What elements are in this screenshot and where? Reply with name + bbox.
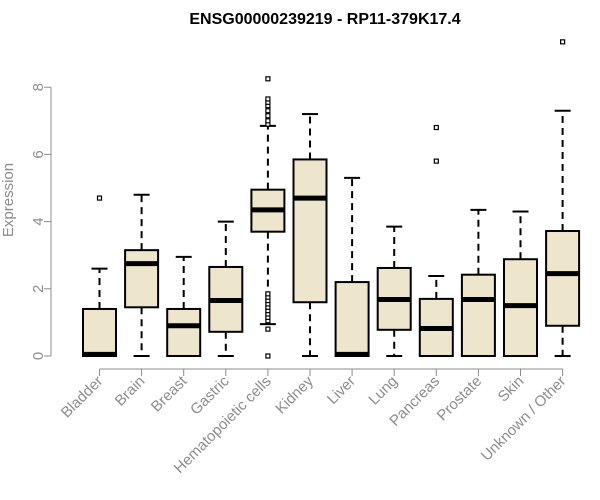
box-group-brain [124,193,160,357]
boxplot-series [82,39,581,359]
box-iqr [124,249,160,309]
box-iqr [166,307,202,357]
x-tick-label: Skin [495,373,528,406]
outlier-point [265,108,271,114]
outlier-point [433,124,439,131]
box-iqr [334,281,370,357]
chart-title: ENSG00000239219 - RP11-379K17.4 [189,11,460,28]
x-tick-label: Breast [148,372,191,415]
box-group-hematopoietic-cells [250,76,286,359]
box-group-prostate [460,208,496,357]
outlier-point [265,353,271,359]
box-iqr [292,158,328,304]
x-tick-label: Liver [324,373,359,408]
y-tick-label-2: 2 [30,285,47,293]
box-group-gastric [208,220,244,357]
outlier-point [265,326,271,332]
box-group-breast [166,255,202,357]
x-tick-label: Brain [112,373,149,410]
outlier-point [96,195,103,201]
box-group-lung [376,225,412,357]
x-tick-label: Bladder [58,373,107,422]
outlier-point [559,39,566,45]
box-iqr [545,230,581,327]
y-tick-label-6: 6 [30,150,47,158]
box-group-pancreas [418,124,454,358]
box-iqr [460,273,496,357]
box-group-unknown-other [545,39,581,357]
box-iqr [82,307,117,357]
x-tick-label: Kidney [272,372,317,417]
y-axis-label: Expression [0,163,17,237]
outlier-point [265,76,271,82]
y-axis: 0 2 4 6 8 [30,83,52,360]
y-tick-label-4: 4 [30,217,47,225]
y-tick-label-0: 0 [30,352,47,360]
outlier-point [433,158,439,164]
box-group-liver [334,176,370,357]
outlier-point [265,96,271,102]
outlier-point [265,113,271,119]
outlier-point [265,291,271,297]
y-tick-label-8: 8 [30,83,47,91]
box-group-skin [503,210,538,357]
x-tick-label: Prostate [434,373,486,425]
box-group-kidney [292,113,328,357]
box-group-bladder [82,195,117,357]
x-tick-label: Lung [365,373,401,409]
outlier-point [265,118,271,124]
